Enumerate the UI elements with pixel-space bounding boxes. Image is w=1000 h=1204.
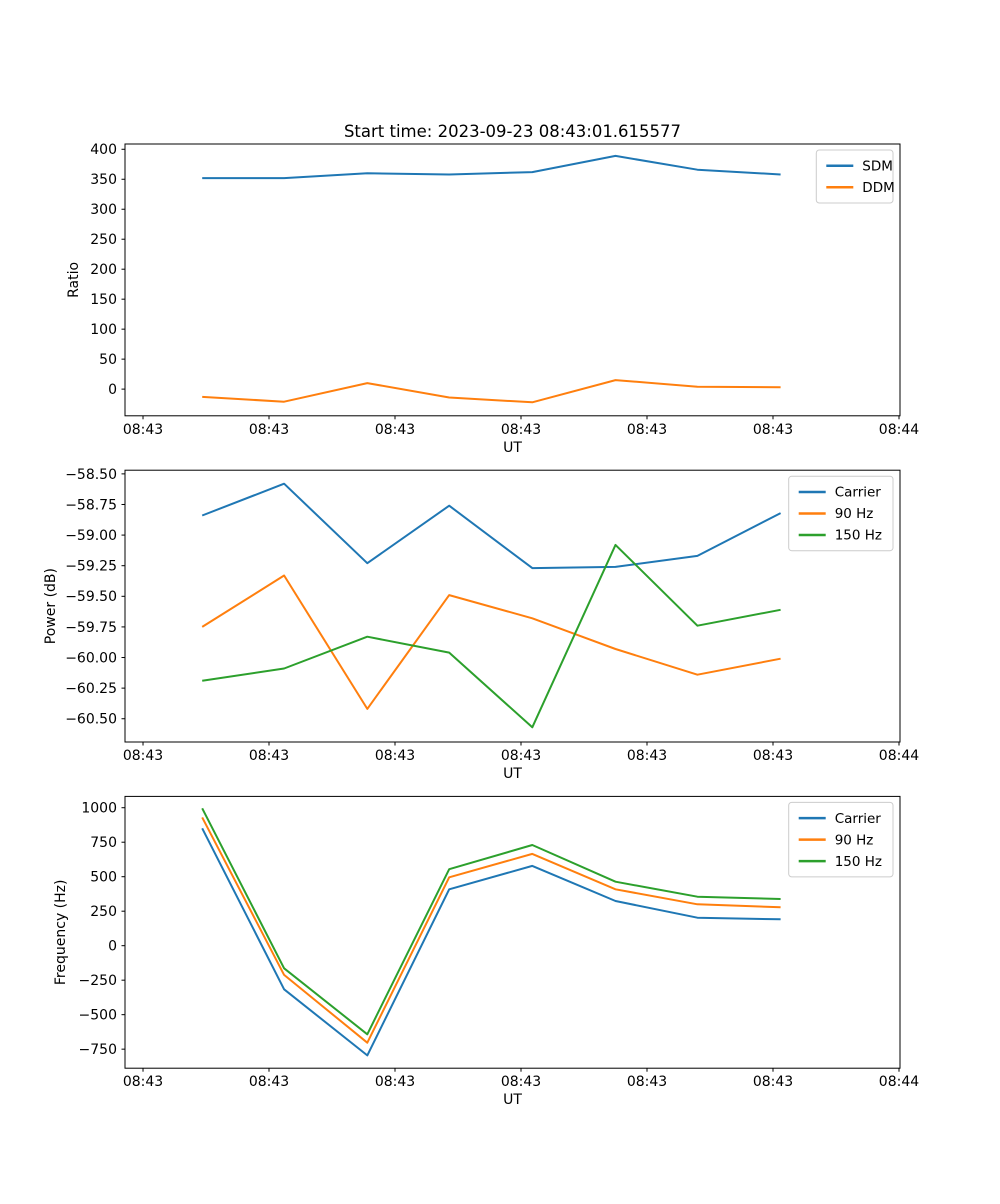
x-tick-label: 08:43 (753, 422, 793, 438)
y-tick-label: 400 (90, 142, 117, 158)
legend-box (788, 801, 894, 878)
x-tick-label: 08:43 (627, 422, 667, 438)
y-tick-label: −58.75 (65, 497, 117, 513)
legend-item-label: 150 Hz (835, 528, 882, 544)
x-tick-label: 08:44 (879, 748, 919, 764)
y-tick-label: −250 (79, 973, 117, 989)
legend-item-label: 90 Hz (835, 506, 874, 522)
legend-item-label: DDM (862, 180, 894, 196)
series-line-carrier (201, 482, 782, 570)
y-axis-label: Frequency (Hz) (53, 880, 69, 986)
x-tick-label: 08:43 (123, 1074, 163, 1090)
series-line-90-hz (201, 574, 781, 710)
x-tick-label: 08:43 (249, 1074, 289, 1090)
y-axis-label: Power (dB) (43, 568, 59, 644)
x-tick-label: 08:43 (123, 748, 163, 764)
x-tick-label: 08:43 (501, 1074, 541, 1090)
y-tick-label: 350 (90, 172, 117, 188)
y-tick-label: 50 (99, 352, 117, 368)
y-tick-label: −59.50 (65, 589, 117, 605)
series-line-150-hz (202, 543, 781, 729)
x-axis-label: UT (503, 766, 522, 782)
y-axis-label: Ratio (66, 262, 82, 298)
legend-item-label: 90 Hz (835, 832, 874, 848)
legend-item-90-hz: 90 Hz (798, 832, 874, 848)
series-line-150-hz (201, 807, 781, 1036)
y-tick-label: 500 (90, 870, 117, 886)
y-tick-label: 300 (90, 202, 117, 218)
legend-box (788, 475, 894, 552)
legend-item-label: Carrier (835, 485, 882, 501)
y-tick-label: 0 (108, 939, 117, 955)
legend-box (815, 149, 894, 204)
legend-item-label: SDM (862, 158, 893, 174)
subplot-power: 08:43 08:43 08:43 08:43 08:43 08:43 08:44 −58.5… (43, 467, 919, 782)
y-tick-label: −60.50 (65, 712, 117, 728)
y-tick-label: 150 (90, 292, 117, 308)
x-tick-label: 08:43 (753, 1074, 793, 1090)
legend-item-150-hz: 150 Hz (798, 854, 882, 870)
series-line-90-hz (201, 816, 781, 1044)
y-tick-label: 200 (90, 262, 117, 278)
legend-item-carrier: Carrier (798, 811, 882, 827)
y-tick-label: 250 (90, 904, 117, 920)
x-tick-label: 08:44 (879, 422, 919, 438)
axes-frame (124, 795, 901, 1069)
y-tick-label: −60.25 (65, 681, 117, 697)
x-axis-label: UT (503, 1092, 522, 1108)
legend-item-sdm: SDM (826, 158, 893, 174)
y-tick-label: 250 (90, 232, 117, 248)
y-tick-label: 1000 (81, 801, 117, 817)
legend-item-label: 150 Hz (835, 854, 882, 870)
subplot-ratio: 08:43 08:43 08:43 08:43 08:43 08:43 08:44 400 35… (66, 142, 919, 456)
legend-item-ddm: DDM (826, 180, 895, 196)
y-tick-label: −59.25 (65, 559, 117, 575)
series-line-sdm (202, 154, 781, 180)
y-tick-label: −750 (79, 1042, 117, 1058)
legend: Carrier 90 Hz 150 Hz (788, 801, 894, 878)
x-tick-label: 08:43 (375, 1074, 415, 1090)
y-tick-label: −58.50 (65, 467, 117, 483)
y-tick-label: 100 (90, 322, 117, 338)
x-tick-label: 08:43 (627, 748, 667, 764)
y-tick-label: −500 (79, 1008, 117, 1024)
x-tick-label: 08:43 (249, 422, 289, 438)
x-tick-label: 08:43 (501, 748, 541, 764)
y-tick-label: −59.00 (65, 528, 117, 544)
y-tick-label: 750 (90, 835, 117, 851)
legend-item-carrier: Carrier (798, 485, 882, 501)
axes-frame (124, 469, 901, 743)
legend-item-90-hz: 90 Hz (798, 506, 874, 522)
subplot-frequency: 08:43 08:43 08:43 08:43 08:43 08:43 08:44 1000 7… (53, 795, 919, 1108)
legend-item-label: Carrier (835, 811, 882, 827)
x-tick-label: 08:43 (249, 748, 289, 764)
x-tick-label: 08:43 (753, 748, 793, 764)
legend: SDM DDM (815, 149, 895, 204)
legend-item-150-hz: 150 Hz (798, 528, 882, 544)
legend: Carrier 90 Hz 150 Hz (788, 475, 894, 552)
x-tick-label: 08:43 (375, 422, 415, 438)
x-tick-label: 08:44 (879, 1074, 919, 1090)
x-tick-label: 08:43 (627, 1074, 667, 1090)
figure-title: Start time: 2023-09-23 08:43:01.615577 (344, 122, 681, 141)
y-tick-label: 0 (108, 382, 117, 398)
x-tick-label: 08:43 (375, 748, 415, 764)
y-tick-label: −59.75 (65, 620, 117, 636)
x-tick-label: 08:43 (123, 422, 163, 438)
y-tick-label: −60.00 (65, 650, 117, 666)
series-line-ddm (202, 379, 781, 404)
x-tick-label: 08:43 (501, 422, 541, 438)
x-axis-label: UT (503, 440, 522, 456)
axes-frame (124, 143, 901, 417)
subplots-group: 08:43 08:43 08:43 08:43 08:43 08:43 08:44 400 35… (43, 142, 919, 1108)
series-line-carrier (201, 827, 781, 1057)
